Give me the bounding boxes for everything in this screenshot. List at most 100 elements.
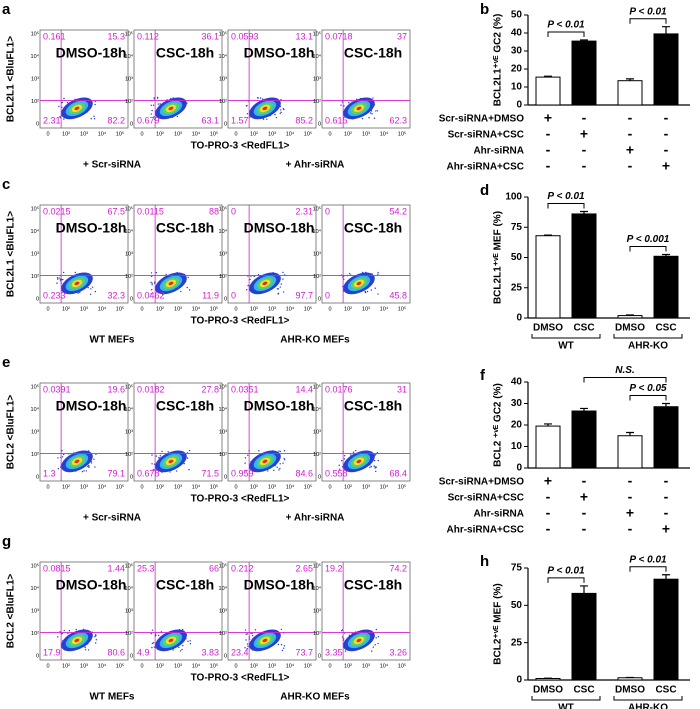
- plot-title: DMSO-18h: [56, 45, 127, 61]
- event-dot: [343, 458, 346, 460]
- x-axis-label: TO-PRO-3 <RedFL1>: [191, 141, 290, 152]
- y-tick-label: 10²: [313, 274, 321, 280]
- event-dot: [244, 457, 247, 459]
- event-dot: [352, 451, 355, 453]
- event-dot: [283, 457, 285, 460]
- x-tick-label: 10⁴: [192, 305, 201, 312]
- y-tick-label: 0: [130, 121, 133, 127]
- y-tick-label: 10²: [313, 452, 321, 458]
- event-dot: [187, 276, 189, 279]
- event-dot: [244, 629, 247, 631]
- quadrant-value: 32.3: [107, 290, 125, 300]
- y-tick-label: 50: [511, 600, 523, 611]
- x-tick-label: 0: [234, 663, 237, 669]
- event-dot: [94, 642, 97, 644]
- x-tick-label: 0: [46, 484, 49, 490]
- significance-label: P < 0.01: [629, 554, 667, 565]
- bar: [571, 213, 597, 319]
- design-label: Ahr-siRNA: [473, 146, 524, 157]
- x-tick-label: CSC: [573, 685, 594, 696]
- y-tick-label: 10⁴: [219, 53, 228, 60]
- error-bar: [662, 26, 670, 34]
- event-dot: [245, 470, 247, 472]
- y-tick-label: 10²: [125, 452, 133, 458]
- y-tick-label: 10²: [313, 99, 321, 105]
- event-dot: [273, 469, 275, 472]
- quadrant-value: 0.0815: [43, 563, 71, 573]
- design-sign: -: [664, 473, 669, 489]
- event-dot: [276, 288, 279, 290]
- quadrant-value: 0: [325, 290, 330, 300]
- event-dot: [58, 105, 60, 108]
- y-tick-label: 10³: [219, 251, 227, 257]
- design-sign: -: [582, 521, 587, 537]
- event-dot: [189, 643, 192, 645]
- y-axis-label: BCL2⁺ᵛᴱ MEF (%): [493, 583, 504, 664]
- design-sign: -: [664, 505, 669, 521]
- significance-label: P < 0.01: [547, 191, 585, 202]
- x-tick-label: 10⁴: [380, 662, 389, 669]
- y-tick-label: 10³: [31, 608, 39, 614]
- quadrant-value: 0.959: [231, 468, 254, 478]
- event-dot: [56, 277, 59, 279]
- event-dot: [254, 629, 257, 631]
- event-dot: [374, 467, 376, 469]
- event-dot: [90, 118, 92, 120]
- event-dot: [340, 104, 342, 106]
- design-sign: -: [546, 126, 551, 142]
- event-dot: [153, 646, 156, 648]
- event-dot: [63, 629, 65, 632]
- panel-label: g: [2, 533, 11, 550]
- event-dot: [377, 293, 379, 295]
- x-tick-label: 10³: [362, 663, 370, 669]
- quadrant-value: 0: [231, 290, 236, 300]
- x-tick-label: 10⁴: [380, 305, 389, 312]
- y-tick-label: 10³: [125, 429, 133, 435]
- event-dot: [275, 116, 278, 119]
- y-tick-label: 10⁴: [219, 406, 228, 413]
- y-tick-label: 10²: [219, 99, 227, 105]
- y-tick-label: 10⁴: [31, 228, 40, 235]
- event-dot: [280, 109, 282, 111]
- x-tick-label: 10⁴: [286, 130, 295, 137]
- event-dot: [283, 450, 286, 452]
- event-dot: [56, 282, 58, 284]
- y-tick-label: 10³: [219, 608, 227, 614]
- x-tick-label: 10³: [174, 484, 182, 490]
- y-tick-label: 0: [36, 653, 39, 659]
- density-blob: [356, 459, 362, 464]
- event-dot: [183, 462, 185, 465]
- event-dot: [370, 465, 373, 468]
- event-dot: [375, 110, 377, 112]
- x-tick-label: 10²: [62, 484, 70, 490]
- x-tick-label: 10²: [250, 663, 258, 669]
- design-sign: -: [546, 489, 551, 505]
- design-sign: +: [580, 489, 588, 505]
- y-tick-label: 10⁵: [125, 383, 133, 390]
- x-tick-label: 0: [328, 663, 331, 669]
- quadrant-value: 71.5: [201, 468, 219, 478]
- design-sign: -: [546, 142, 551, 158]
- significance-bracket: [547, 577, 585, 583]
- event-dot: [188, 449, 191, 452]
- y-tick-label: 10²: [125, 631, 133, 637]
- quadrant-value: 23.4: [231, 647, 249, 657]
- event-dot: [165, 273, 167, 276]
- event-dot: [376, 452, 379, 454]
- x-tick-label: 10³: [362, 131, 370, 137]
- event-dot: [364, 290, 366, 293]
- event-dot: [161, 450, 163, 453]
- y-tick-label: 0: [516, 675, 522, 686]
- x-tick-label: 10⁵: [398, 130, 406, 137]
- bar: [617, 435, 643, 469]
- plot-title: CSC-18h: [156, 398, 214, 414]
- quadrant-value: 63.1: [201, 115, 219, 125]
- significance-label: P < 0.05: [629, 383, 667, 394]
- y-tick-label: 30: [511, 398, 523, 409]
- group-label: WT: [558, 703, 574, 709]
- event-dot: [372, 646, 375, 648]
- event-dot: [355, 449, 357, 452]
- x-tick-label: DMSO: [533, 323, 563, 334]
- y-axis-label: BCL2 ⁺ᵛᴱ GC2 (%): [493, 383, 504, 467]
- event-dot: [283, 647, 285, 649]
